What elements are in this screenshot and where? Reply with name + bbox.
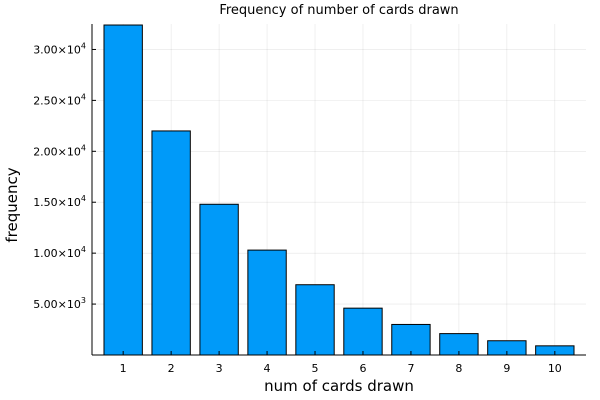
chart-title: Frequency of number of cards drawn xyxy=(219,3,458,18)
y-tick-label: 5.00×103 xyxy=(33,296,86,311)
bar-4 xyxy=(247,249,287,356)
bar-5 xyxy=(295,284,335,356)
bar-2 xyxy=(151,130,191,356)
x-tick-label: 2 xyxy=(168,362,175,375)
bar-1 xyxy=(103,24,143,356)
bar-6 xyxy=(343,307,383,356)
bar-7 xyxy=(391,323,431,356)
x-axis-label: num of cards drawn xyxy=(264,377,414,395)
x-tick-label: 8 xyxy=(455,362,462,375)
y-tick-label: 1.50×104 xyxy=(33,194,86,209)
bars-layer xyxy=(103,24,575,356)
axes-layer xyxy=(91,24,586,356)
x-tick-label: 5 xyxy=(312,362,319,375)
y-tick-label: 2.00×104 xyxy=(33,143,86,158)
y-tick-label: 2.50×104 xyxy=(33,92,86,107)
x-tick-label: 7 xyxy=(407,362,414,375)
x-tick-label: 6 xyxy=(359,362,366,375)
bar-3 xyxy=(199,203,239,356)
y-tick-label: 1.00×104 xyxy=(33,245,86,260)
x-tick-label: 10 xyxy=(548,362,562,375)
x-tick-label: 9 xyxy=(503,362,510,375)
y-axis-label: frequency xyxy=(3,167,21,242)
y-tick-label: 3.00×104 xyxy=(33,41,86,56)
x-tick-label: 4 xyxy=(264,362,271,375)
ticks-layer: 1 2 3 4 5 6 7 8 9 10 5.00×103 1.00×104 1.50×104 2.00×… xyxy=(33,41,562,375)
x-tick-label: 1 xyxy=(120,362,127,375)
x-tick-label: 3 xyxy=(216,362,223,375)
